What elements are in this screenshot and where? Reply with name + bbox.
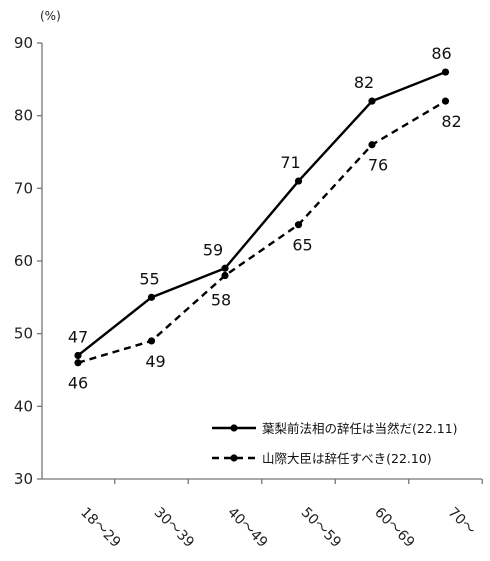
y-tick-label: 50 <box>14 325 33 343</box>
series-lines <box>77 70 447 364</box>
data-label: 59 <box>203 240 223 259</box>
data-label: 82 <box>354 73 374 92</box>
axes <box>41 43 482 480</box>
y-tick-label: 90 <box>14 34 33 52</box>
x-category-label: 50～59 <box>298 505 344 551</box>
data-label: 76 <box>368 156 388 175</box>
y-unit-label: (%) <box>40 9 61 23</box>
data-label: 55 <box>139 269 159 288</box>
data-labels: 47 55 59 71 82 86 46 49 58 65 76 82 <box>68 44 462 393</box>
x-category-label: 40～49 <box>224 505 270 551</box>
legend: 葉梨前法相の辞任は当然だ(22.11) 山際大臣は辞任すべき(22.10) <box>212 421 458 466</box>
series-line-1 <box>77 70 446 357</box>
legend-label: 山際大臣は辞任すべき(22.10) <box>262 451 432 466</box>
data-label: 71 <box>280 153 300 172</box>
data-point <box>294 177 303 185</box>
data-label: 58 <box>211 291 231 310</box>
legend-label: 葉梨前法相の辞任は当然だ(22.11) <box>262 421 458 436</box>
data-point <box>74 351 82 360</box>
y-tick-label: 70 <box>14 179 33 197</box>
legend-marker <box>230 454 238 462</box>
data-point <box>221 271 229 280</box>
legend-marker <box>230 424 238 432</box>
data-point <box>74 359 82 367</box>
data-point <box>368 97 376 105</box>
data-label: 49 <box>145 352 165 371</box>
data-point <box>147 337 156 345</box>
y-axis-ticks: 30 40 50 60 70 80 90 <box>14 34 42 488</box>
y-tick-label: 40 <box>14 397 33 415</box>
y-tick-label: 80 <box>14 107 33 125</box>
data-label: 65 <box>292 236 312 255</box>
data-point <box>221 264 229 272</box>
data-label: 46 <box>68 374 88 393</box>
x-category-label: 60～69 <box>371 505 417 551</box>
x-category-label: 70～ <box>445 505 479 539</box>
data-point <box>147 293 156 301</box>
data-point <box>441 68 450 76</box>
data-point <box>368 141 376 149</box>
data-label: 86 <box>431 44 451 63</box>
x-category-label: 30～39 <box>151 505 197 551</box>
series-points <box>74 68 450 367</box>
y-tick-label: 60 <box>14 252 33 270</box>
x-category-label: 18～29 <box>77 505 123 551</box>
data-point <box>441 97 450 105</box>
data-label: 47 <box>68 327 88 346</box>
series-line-2 <box>77 100 447 364</box>
y-tick-label: 30 <box>14 470 33 488</box>
x-axis-ticks: 18～29 30～39 40～49 50～59 60～69 70～ <box>77 479 483 551</box>
data-label: 82 <box>441 112 461 131</box>
data-point <box>294 221 303 229</box>
